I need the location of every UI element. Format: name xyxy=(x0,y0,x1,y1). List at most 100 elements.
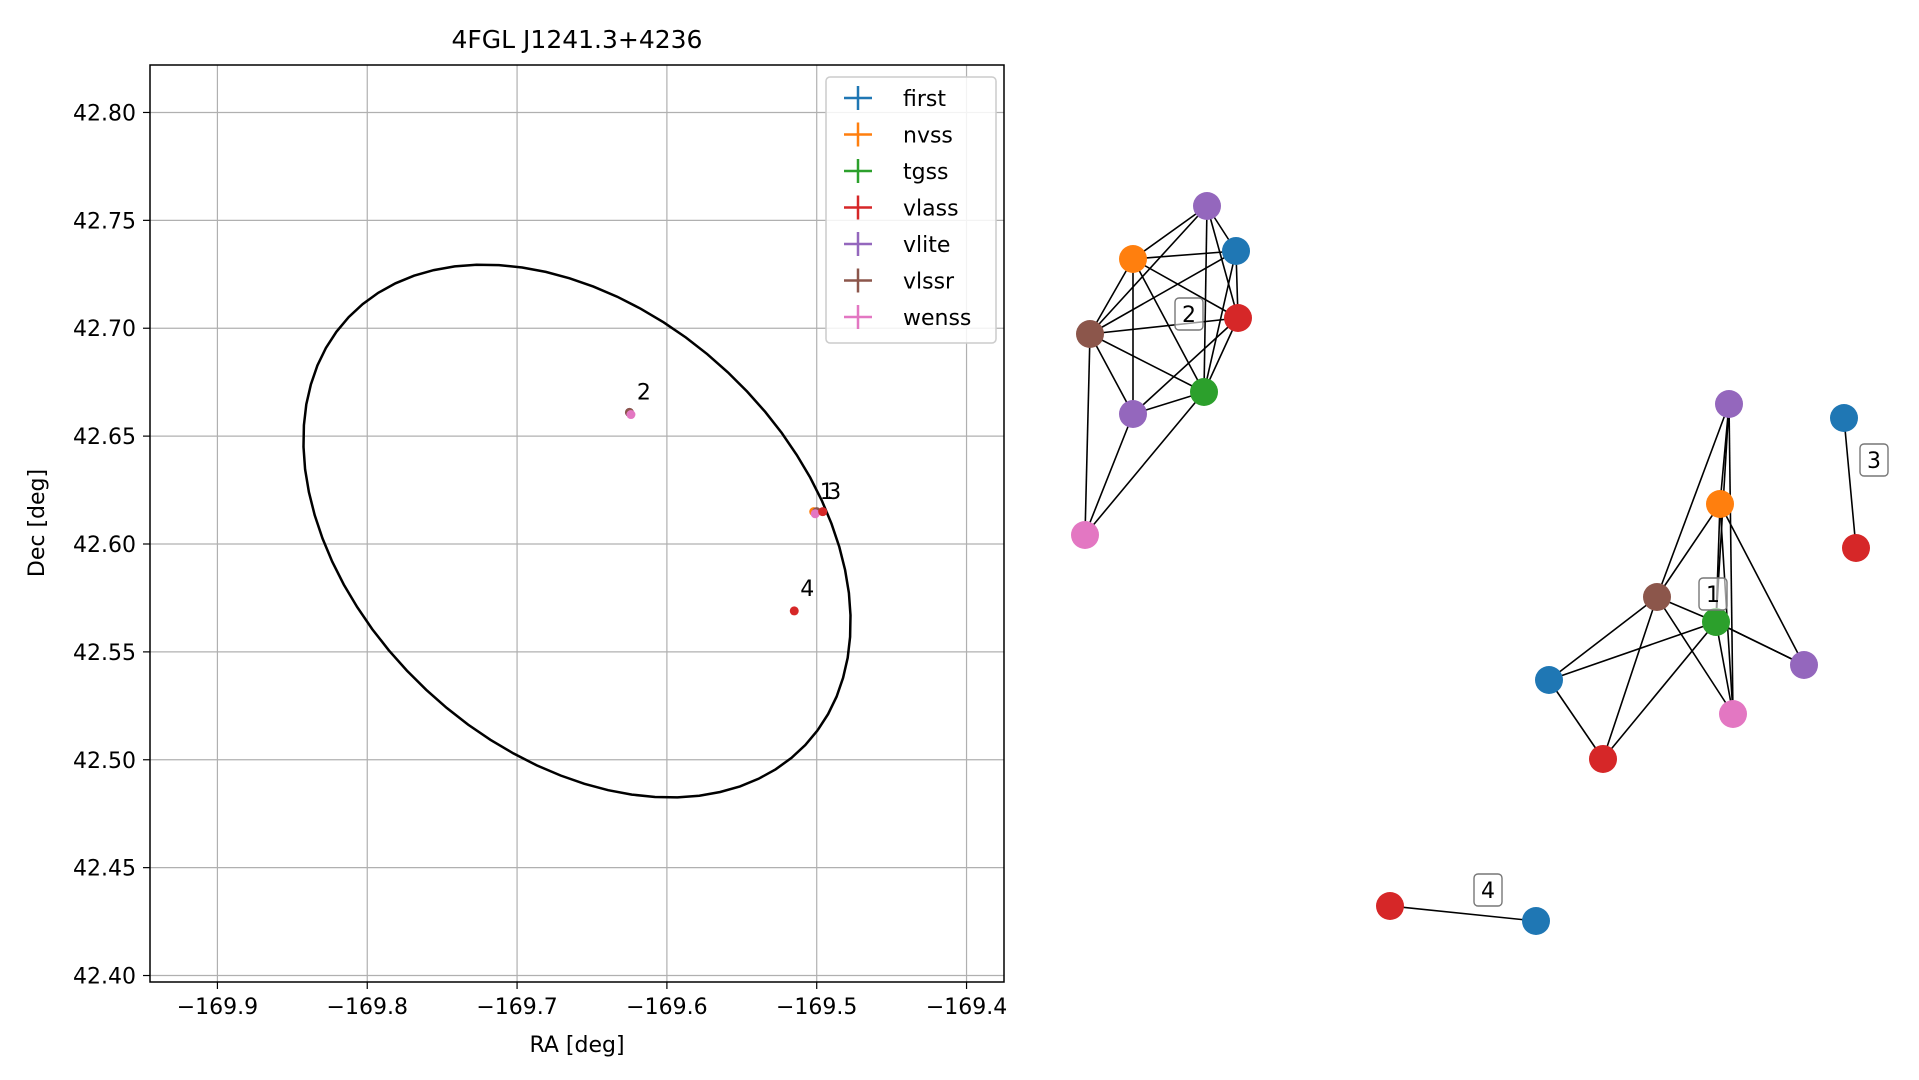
ellipse-outline xyxy=(302,263,852,799)
network-edge xyxy=(1602,621,1717,760)
node-tgss xyxy=(1702,608,1730,636)
point-wenss xyxy=(626,410,636,420)
legend: first nvss tgss vlass vlite vlssr wenss xyxy=(825,76,997,344)
node-first xyxy=(1222,237,1250,265)
y-tick-label: 42.70 xyxy=(73,317,136,342)
node-first xyxy=(1830,404,1858,432)
cluster-label: 1 xyxy=(820,480,834,505)
y-tick-label: 42.60 xyxy=(73,533,136,558)
point-vlass xyxy=(789,606,799,616)
node-wenss xyxy=(1719,700,1747,728)
network-edge xyxy=(1132,250,1237,260)
network-edge xyxy=(1548,596,1658,681)
network-edge xyxy=(1089,333,1134,415)
network-panel: 2 1 3 4 xyxy=(1071,192,1889,935)
y-tick-label: 42.55 xyxy=(73,641,136,666)
network-edge xyxy=(1656,403,1730,598)
y-tick-label: 42.50 xyxy=(73,749,136,774)
x-tick-label: −169.7 xyxy=(476,995,557,1020)
network-edge xyxy=(1656,503,1721,598)
node-nvss xyxy=(1119,245,1147,273)
node-first xyxy=(1522,907,1550,935)
network-edge xyxy=(1548,679,1604,760)
network-edge xyxy=(1656,596,1734,715)
x-tick-label: −169.8 xyxy=(327,995,408,1020)
y-tick-label: 42.65 xyxy=(73,425,136,450)
network-edge xyxy=(1203,205,1208,393)
group-label: 1 xyxy=(1706,583,1720,608)
group-label-box xyxy=(1473,873,1503,907)
cluster-labels: 2 13 4 xyxy=(637,381,841,602)
network-edge xyxy=(1084,391,1205,536)
network-edge xyxy=(1206,205,1239,319)
network-edge xyxy=(1132,317,1239,415)
network-edge xyxy=(1089,258,1134,335)
network-edge xyxy=(1089,205,1208,335)
network-edge xyxy=(1715,621,1805,666)
node-nvss xyxy=(1706,490,1734,518)
node-vlite xyxy=(1715,390,1743,418)
network-edge xyxy=(1132,205,1208,260)
group-label-box xyxy=(1859,443,1889,477)
data-points xyxy=(624,407,828,616)
y-tick-label: 42.45 xyxy=(73,857,136,882)
node-wenss xyxy=(1071,521,1099,549)
localization-ellipse xyxy=(302,263,852,799)
group-label-box xyxy=(1174,297,1204,331)
network-edge xyxy=(1715,621,1734,715)
y-tick-label: 42.75 xyxy=(73,209,136,234)
group-label-box xyxy=(1698,577,1728,611)
legend-box xyxy=(825,76,997,344)
network-edge xyxy=(1084,413,1134,536)
axis-ticks: −169.9 −169.8 −169.7 −169.6 −169.5 −169.4 42.4… xyxy=(73,101,1007,1020)
network-edge xyxy=(1602,596,1658,760)
network-edge xyxy=(1084,333,1091,536)
network-edge xyxy=(1089,333,1205,393)
network-edge xyxy=(1203,250,1237,393)
legend-label-vlass: vlass xyxy=(903,197,959,222)
plot-frame xyxy=(149,64,1005,983)
node-tgss xyxy=(1190,378,1218,406)
chart-title: 4FGL J1241.3+4236 xyxy=(452,25,703,54)
network-edge xyxy=(1389,905,1537,922)
node-vlite xyxy=(1193,192,1221,220)
network-nodes xyxy=(1071,192,1870,935)
node-vlssr xyxy=(1076,320,1104,348)
node-vlass xyxy=(1842,534,1870,562)
node-vlite xyxy=(1790,651,1818,679)
x-tick-label: −169.9 xyxy=(177,995,258,1020)
legend-label-first: first xyxy=(903,87,946,112)
group-label: 2 xyxy=(1182,303,1196,328)
y-axis-label: Dec [deg] xyxy=(25,469,50,577)
cluster-label: 3 xyxy=(827,480,841,505)
y-tick-label: 42.40 xyxy=(73,965,136,990)
legend-label-vlssr: vlssr xyxy=(903,270,955,295)
group-label: 3 xyxy=(1867,449,1881,474)
node-vlssr xyxy=(1643,583,1671,611)
legend-label-vlite: vlite xyxy=(903,233,950,258)
legend-label-wenss: wenss xyxy=(903,306,971,331)
point-vlass xyxy=(818,507,828,517)
node-vlass xyxy=(1589,745,1617,773)
cluster-label: 2 xyxy=(637,381,651,406)
network-edge xyxy=(1843,417,1857,549)
x-tick-label: −169.6 xyxy=(626,995,707,1020)
network-group-labels: 2 1 3 4 xyxy=(1174,297,1889,907)
point-wenss xyxy=(810,509,820,519)
network-edge xyxy=(1089,250,1237,335)
x-tick-label: −169.4 xyxy=(926,995,1007,1020)
network-edge xyxy=(1728,403,1734,715)
node-vlass xyxy=(1376,892,1404,920)
network-edge xyxy=(1089,317,1239,335)
node-first xyxy=(1535,666,1563,694)
x-tick-label: −169.5 xyxy=(776,995,857,1020)
y-tick-label: 42.80 xyxy=(73,101,136,126)
network-edge xyxy=(1548,621,1717,681)
legend-label-nvss: nvss xyxy=(903,124,953,149)
network-edges xyxy=(1084,205,1857,922)
x-axis-label: RA [deg] xyxy=(529,1033,624,1058)
network-edge xyxy=(1719,503,1805,666)
cluster-label: 4 xyxy=(800,577,814,602)
